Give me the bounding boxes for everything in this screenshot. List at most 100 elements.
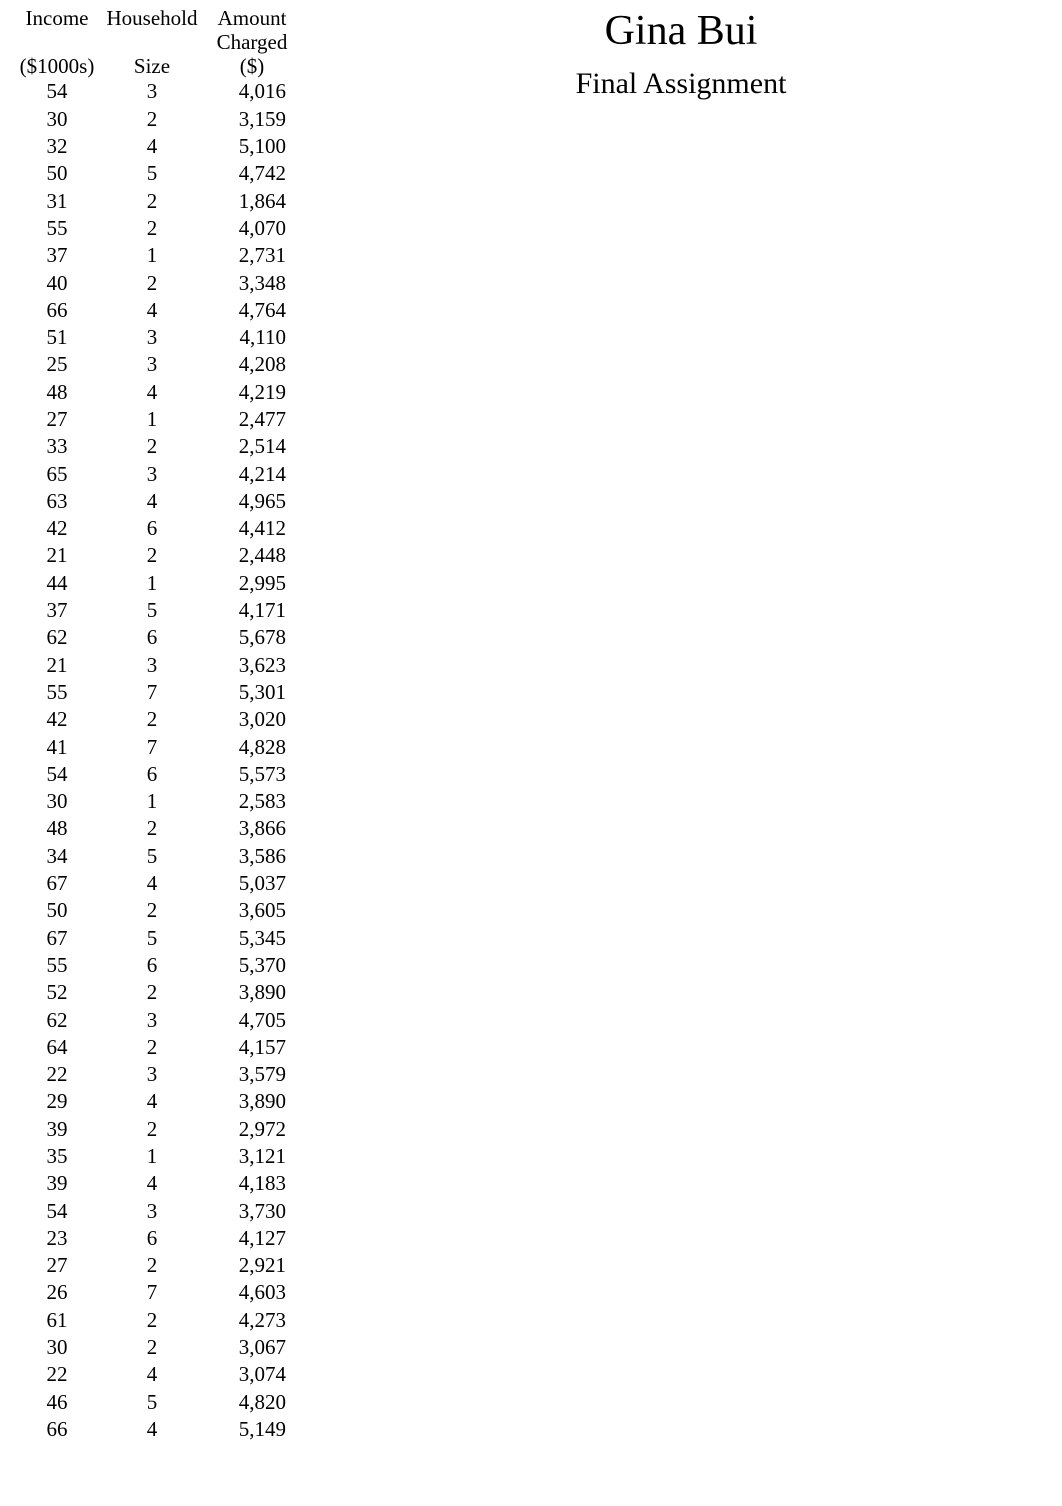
cell-size: 1 — [102, 242, 202, 269]
table-row: 3712,731 — [12, 242, 302, 269]
cell-size: 2 — [102, 897, 202, 924]
cell-amount: 4,742 — [202, 160, 302, 187]
cell-size: 1 — [102, 406, 202, 433]
cell-income: 30 — [12, 788, 102, 815]
cell-amount: 5,037 — [202, 870, 302, 897]
table-row: 4654,820 — [12, 1389, 302, 1416]
table-row: 2534,208 — [12, 351, 302, 378]
cell-amount: 3,067 — [202, 1334, 302, 1361]
cell-income: 39 — [12, 1170, 102, 1197]
cell-amount: 5,100 — [202, 133, 302, 160]
table-row: 6424,157 — [12, 1034, 302, 1061]
cell-amount: 3,890 — [202, 1088, 302, 1115]
table-row: 5433,730 — [12, 1198, 302, 1225]
cell-size: 2 — [102, 542, 202, 569]
cell-size: 6 — [102, 1225, 202, 1252]
cell-amount: 5,573 — [202, 761, 302, 788]
cell-income: 25 — [12, 351, 102, 378]
cell-income: 64 — [12, 1034, 102, 1061]
cell-income: 63 — [12, 488, 102, 515]
document-page: Income Household Amount ($1000s) Size Ch… — [0, 0, 1062, 1506]
table-row: 5134,110 — [12, 324, 302, 351]
table-row: 3922,972 — [12, 1116, 302, 1143]
cell-income: 54 — [12, 1198, 102, 1225]
cell-size: 3 — [102, 1198, 202, 1225]
cell-amount: 4,183 — [202, 1170, 302, 1197]
cell-size: 7 — [102, 679, 202, 706]
cell-amount: 4,219 — [202, 379, 302, 406]
cell-size: 2 — [102, 815, 202, 842]
cell-income: 21 — [12, 542, 102, 569]
cell-amount: 3,623 — [202, 652, 302, 679]
table-row: 2122,448 — [12, 542, 302, 569]
col-header-size-line2: Size — [102, 30, 202, 78]
cell-size: 2 — [102, 188, 202, 215]
table-row: 3754,171 — [12, 597, 302, 624]
cell-size: 3 — [102, 351, 202, 378]
table-row: 4412,995 — [12, 570, 302, 597]
cell-income: 44 — [12, 570, 102, 597]
table-row: 3453,586 — [12, 843, 302, 870]
table-row: 3023,067 — [12, 1334, 302, 1361]
cell-amount: 4,127 — [202, 1225, 302, 1252]
cell-income: 67 — [12, 870, 102, 897]
col-header-income-line2: ($1000s) — [12, 30, 102, 78]
table-row: 6644,764 — [12, 297, 302, 324]
cell-income: 61 — [12, 1307, 102, 1334]
cell-amount: 4,820 — [202, 1389, 302, 1416]
table-row: 2233,579 — [12, 1061, 302, 1088]
table-row: 4264,412 — [12, 515, 302, 542]
cell-amount: 4,764 — [202, 297, 302, 324]
table-row: 6745,037 — [12, 870, 302, 897]
cell-income: 32 — [12, 133, 102, 160]
cell-income: 35 — [12, 1143, 102, 1170]
table-row: 2712,477 — [12, 406, 302, 433]
table-row: 2722,921 — [12, 1252, 302, 1279]
cell-amount: 3,159 — [202, 106, 302, 133]
table-row: 4174,828 — [12, 734, 302, 761]
cell-amount: 4,705 — [202, 1007, 302, 1034]
cell-income: 29 — [12, 1088, 102, 1115]
cell-income: 46 — [12, 1389, 102, 1416]
cell-income: 48 — [12, 815, 102, 842]
cell-amount: 4,214 — [202, 461, 302, 488]
cell-income: 22 — [12, 1361, 102, 1388]
cell-income: 27 — [12, 1252, 102, 1279]
cell-income: 66 — [12, 1416, 102, 1443]
cell-income: 37 — [12, 242, 102, 269]
cell-size: 2 — [102, 1334, 202, 1361]
table-row: 5434,016 — [12, 78, 302, 105]
cell-amount: 3,074 — [202, 1361, 302, 1388]
cell-size: 2 — [102, 979, 202, 1006]
cell-amount: 5,345 — [202, 925, 302, 952]
cell-amount: 3,020 — [202, 706, 302, 733]
table-row: 6124,273 — [12, 1307, 302, 1334]
table-row: 6755,345 — [12, 925, 302, 952]
table-row: 4223,020 — [12, 706, 302, 733]
cell-income: 42 — [12, 515, 102, 542]
table-row: 6234,705 — [12, 1007, 302, 1034]
cell-amount: 3,730 — [202, 1198, 302, 1225]
cell-size: 3 — [102, 1061, 202, 1088]
cell-income: 40 — [12, 270, 102, 297]
cell-amount: 4,208 — [202, 351, 302, 378]
cell-income: 65 — [12, 461, 102, 488]
col-header-amount-line1: Amount — [202, 6, 302, 30]
cell-income: 66 — [12, 297, 102, 324]
cell-amount: 5,149 — [202, 1416, 302, 1443]
cell-size: 3 — [102, 461, 202, 488]
cell-income: 50 — [12, 160, 102, 187]
table-row: 6265,678 — [12, 624, 302, 651]
col-header-amount-line2: Charged ($) — [202, 30, 302, 78]
cell-income: 39 — [12, 1116, 102, 1143]
cell-amount: 3,890 — [202, 979, 302, 1006]
cell-amount: 4,828 — [202, 734, 302, 761]
cell-size: 3 — [102, 324, 202, 351]
table-row: 2674,603 — [12, 1279, 302, 1306]
cell-amount: 2,583 — [202, 788, 302, 815]
table-row: 3944,183 — [12, 1170, 302, 1197]
cell-size: 3 — [102, 1007, 202, 1034]
cell-amount: 4,110 — [202, 324, 302, 351]
cell-amount: 4,171 — [202, 597, 302, 624]
cell-size: 5 — [102, 160, 202, 187]
